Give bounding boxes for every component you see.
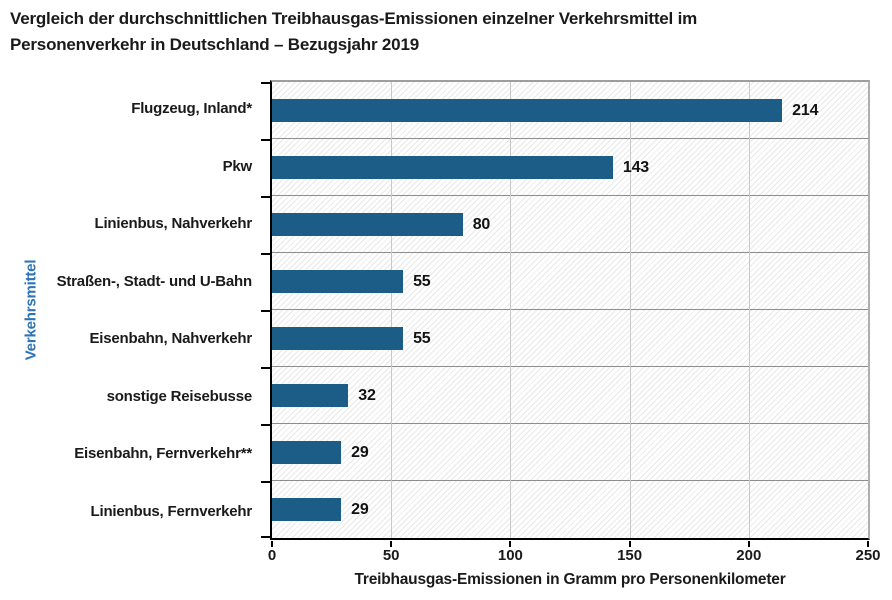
bar bbox=[272, 156, 613, 179]
chart-title-line-1: Vergleich der durchschnittlichen Treibha… bbox=[10, 9, 698, 28]
bar-value-label: 55 bbox=[413, 272, 431, 290]
bar-row: 29 bbox=[272, 424, 868, 481]
category-label: Eisenbahn, Nahverkehr bbox=[89, 330, 252, 348]
bar-value-label: 32 bbox=[358, 386, 376, 404]
bar-row: 55 bbox=[272, 310, 868, 367]
x-tick-label: 50 bbox=[382, 547, 400, 564]
x-axis-tick bbox=[628, 541, 631, 547]
row-separator-line bbox=[272, 309, 868, 310]
bar-value-label: 55 bbox=[413, 329, 431, 347]
bar-value-label: 29 bbox=[351, 443, 369, 461]
bar bbox=[272, 498, 342, 521]
x-axis-title: Treibhausgas-Emissionen in Gramm pro Per… bbox=[354, 571, 786, 588]
category-label: Straßen-, Stadt- und U-Bahn bbox=[56, 272, 253, 290]
bar-row: 55 bbox=[272, 253, 868, 310]
x-tick-label: 150 bbox=[617, 547, 643, 564]
row-separator-line bbox=[272, 195, 868, 196]
y-axis-tick bbox=[261, 253, 270, 255]
x-axis-tick bbox=[867, 541, 869, 547]
category-label: Linienbus, Nahverkehr bbox=[94, 215, 252, 233]
bar-value-label: 214 bbox=[792, 101, 819, 119]
category-label-column: Flugzeug, Inland* Pkw Linienbus, Nahverk… bbox=[0, 80, 253, 540]
chart-title-line-2: Personenverkehr in Deutschland – Bezugsj… bbox=[10, 35, 419, 54]
y-axis-tick bbox=[261, 139, 270, 141]
x-axis-tick bbox=[271, 541, 273, 547]
bar-value-label: 80 bbox=[472, 215, 491, 233]
bar-row: 214 bbox=[272, 82, 868, 139]
bar-value-label: 143 bbox=[622, 158, 650, 176]
y-axis-tick bbox=[261, 367, 270, 369]
bar bbox=[272, 99, 783, 122]
category-label: Eisenbahn, Fernverkehr** bbox=[74, 445, 252, 463]
x-axis-tick bbox=[390, 541, 393, 547]
x-axis-tick bbox=[509, 541, 512, 547]
y-axis-tick bbox=[261, 481, 270, 483]
chart-title: Vergleich der durchschnittlichen Treibha… bbox=[10, 6, 697, 58]
y-axis-tick bbox=[261, 310, 270, 312]
bar-row: 32 bbox=[272, 367, 868, 424]
gridline-vertical bbox=[748, 82, 750, 538]
row-separator-line bbox=[272, 252, 868, 253]
bar bbox=[272, 270, 404, 293]
row-separator-line bbox=[272, 480, 868, 481]
x-tick-label: 100 bbox=[497, 547, 523, 564]
bar bbox=[272, 384, 349, 407]
category-label: Pkw bbox=[222, 157, 253, 175]
category-label: sonstige Reisebusse bbox=[106, 387, 253, 405]
row-separator-line bbox=[272, 366, 868, 367]
y-axis-tick bbox=[261, 82, 270, 84]
y-axis-tick bbox=[261, 196, 270, 198]
category-label: Flugzeug, Inland* bbox=[131, 100, 252, 118]
x-tick-label: 200 bbox=[736, 547, 762, 564]
bar bbox=[272, 441, 342, 464]
gridline-vertical bbox=[629, 82, 631, 538]
bar-row: 143 bbox=[272, 139, 868, 196]
bar-row: 80 bbox=[272, 196, 868, 253]
gridline-vertical bbox=[510, 82, 512, 538]
plot-area: 214 143 80 55 55 32 29 29 bbox=[261, 80, 870, 547]
bar bbox=[272, 213, 463, 236]
y-axis-tick bbox=[261, 536, 270, 538]
row-separator-line bbox=[272, 423, 868, 424]
x-tick-label: 0 bbox=[267, 547, 277, 564]
row-separator-line bbox=[272, 138, 868, 139]
x-tick-label: 250 bbox=[855, 547, 881, 564]
bar-row: 29 bbox=[272, 481, 868, 538]
category-label: Linienbus, Fernverkehr bbox=[90, 502, 253, 520]
bar-rows: 214 143 80 55 55 32 29 29 bbox=[272, 82, 868, 538]
x-axis-tick bbox=[747, 541, 750, 547]
bar bbox=[272, 327, 404, 350]
gridline-vertical bbox=[391, 82, 393, 538]
bar-value-label: 29 bbox=[351, 500, 369, 518]
y-axis-tick bbox=[261, 424, 270, 426]
x-tick-labels: 0 50 100 150 200 250 bbox=[268, 547, 881, 565]
